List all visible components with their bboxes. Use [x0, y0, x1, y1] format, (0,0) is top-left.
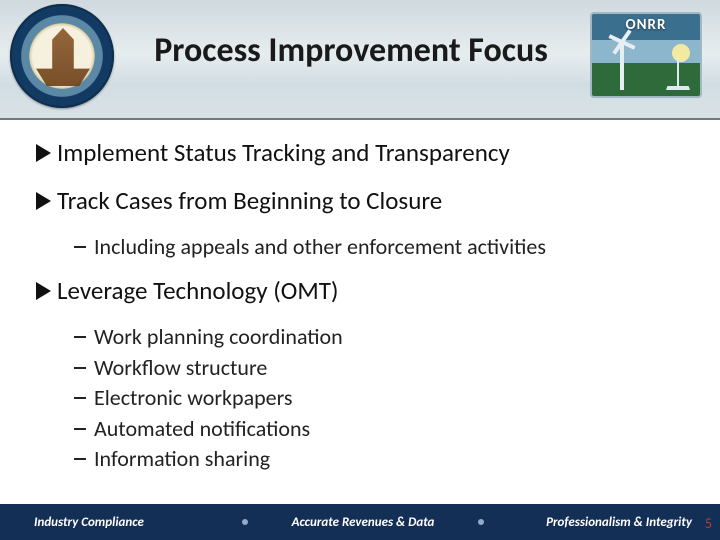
dash-icon	[74, 246, 86, 248]
bullet-level-2: Including appeals and other enforcement …	[74, 234, 686, 260]
doi-seal-icon	[10, 4, 114, 108]
sub-bullet-text: Automated notifications	[94, 415, 310, 442]
slide: ONRR Process Improvement Focus Implement…	[0, 0, 720, 540]
dash-icon	[74, 397, 86, 399]
bullet-group: Track Cases from Beginning to Closure In…	[36, 186, 686, 260]
footer-right: Professionalism & Integrity	[506, 515, 704, 530]
dash-icon	[74, 458, 86, 460]
bullet-level-2: Information sharing	[74, 446, 686, 472]
bullet-level-2: Workflow structure	[74, 355, 686, 381]
arrow-right-icon	[36, 144, 51, 162]
bullet-text: Track Cases from Beginning to Closure	[57, 185, 442, 216]
dot-separator-icon	[478, 519, 484, 525]
bullet-level-1: Leverage Technology (OMT)	[36, 276, 686, 306]
bullet-level-2: Automated notifications	[74, 416, 686, 442]
bullet-level-1: Implement Status Tracking and Transparen…	[36, 138, 686, 168]
dot-separator-icon	[242, 519, 248, 525]
slide-body: Implement Status Tracking and Transparen…	[36, 138, 686, 488]
bullet-group: Leverage Technology (OMT) Work planning …	[36, 276, 686, 472]
footer-left: Industry Compliance	[16, 515, 220, 530]
oil-rig-icon	[666, 56, 690, 90]
sub-bullet-text: Work planning coordination	[94, 323, 343, 350]
bullet-level-1: Track Cases from Beginning to Closure	[36, 186, 686, 216]
footer-center: Accurate Revenues & Data	[270, 515, 456, 530]
dash-icon	[74, 336, 86, 338]
sub-bullet-text: Workflow structure	[94, 354, 267, 381]
arrow-right-icon	[36, 282, 51, 300]
bullet-level-2: Electronic workpapers	[74, 385, 686, 411]
sub-bullet-text: Including appeals and other enforcement …	[94, 233, 546, 260]
page-number: 5	[705, 515, 712, 532]
sub-bullet-text: Electronic workpapers	[94, 384, 293, 411]
slide-footer: Industry Compliance Accurate Revenues & …	[0, 504, 720, 540]
arrow-right-icon	[36, 192, 51, 210]
bullet-level-2: Work planning coordination	[74, 324, 686, 350]
sub-bullet-list: Including appeals and other enforcement …	[36, 234, 686, 260]
sub-bullet-text: Information sharing	[94, 445, 270, 472]
onrr-badge-icon: ONRR	[590, 12, 702, 98]
bullet-group: Implement Status Tracking and Transparen…	[36, 138, 686, 168]
onrr-label: ONRR	[592, 16, 700, 34]
bullet-text: Leverage Technology (OMT)	[57, 275, 339, 306]
slide-header: ONRR Process Improvement Focus	[0, 0, 720, 120]
dash-icon	[74, 428, 86, 430]
page-title: Process Improvement Focus	[116, 30, 586, 71]
wind-turbine-icon	[620, 44, 624, 90]
sun-icon	[672, 44, 690, 62]
dash-icon	[74, 367, 86, 369]
bullet-text: Implement Status Tracking and Transparen…	[57, 137, 510, 168]
sub-bullet-list: Work planning coordination Workflow stru…	[36, 324, 686, 472]
